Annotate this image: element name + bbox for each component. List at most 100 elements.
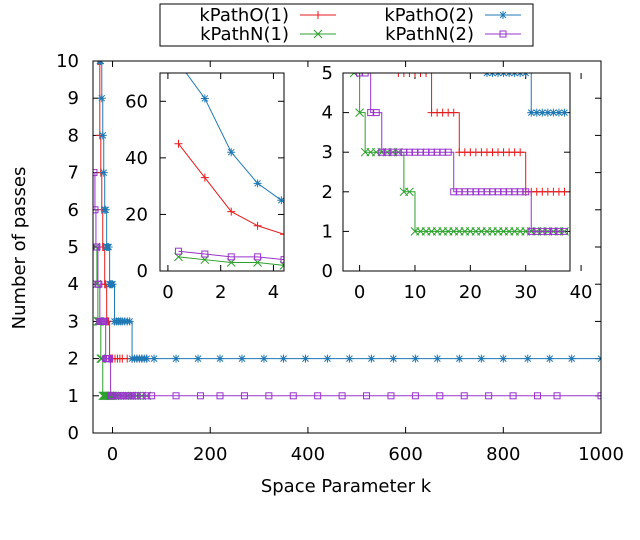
- data-point-kpatho2: [125, 317, 134, 326]
- legend-samples: [300, 11, 521, 39]
- data-point-kpatho2: [301, 354, 310, 363]
- data-point-kpatho2: [538, 108, 547, 117]
- data-point-kpatho2: [216, 354, 224, 363]
- data-point-kpatho2: [104, 243, 113, 251]
- data-point-kpatho2: [560, 108, 569, 117]
- x-tick-label: 40: [570, 282, 593, 303]
- y-tick-label: 0: [137, 261, 148, 282]
- data-point-kpatho2: [237, 354, 246, 363]
- data-point-kpatho2: [108, 280, 117, 289]
- data-point-kpatho1: [200, 173, 209, 182]
- data-point-kpatho2: [323, 354, 332, 363]
- data-point-kpatho2: [172, 55, 180, 63]
- data-point-kpatho2: [97, 94, 106, 103]
- data-point-kpatho2: [523, 354, 532, 363]
- plot-frame: [342, 72, 571, 272]
- data-point-kpatho1: [394, 73, 403, 77]
- data-point-kpathn2: [216, 392, 224, 400]
- data-point-kpathn2: [280, 256, 284, 264]
- data-point-kpatho2: [543, 108, 552, 117]
- data-point-kpatho1: [94, 61, 103, 65]
- data-point-kpathn2: [148, 392, 156, 400]
- data-point-kpatho2: [567, 354, 576, 363]
- data-point-kpathn2: [387, 392, 395, 400]
- y-tick-label: 9: [68, 88, 79, 109]
- data-point-kpatho2: [433, 354, 442, 363]
- data-point-kpatho1: [174, 139, 183, 148]
- data-point-kpatho1: [560, 187, 569, 196]
- y-tick-label: 7: [68, 163, 79, 184]
- data-point-kpathn2: [106, 355, 114, 363]
- data-point-kpatho2: [499, 354, 508, 363]
- data-point-kpathn2: [534, 392, 541, 400]
- data-point-kpatho2: [194, 354, 203, 363]
- data-point-kpatho2: [259, 354, 268, 363]
- legend-marker-kpathn2: [499, 30, 507, 38]
- data-point-kpatho2: [389, 354, 398, 363]
- data-point-kpatho2: [279, 354, 288, 363]
- y-tick-label: 1: [68, 386, 79, 407]
- data-point-kpatho1: [399, 73, 408, 77]
- y-tick-label: 60: [125, 91, 148, 112]
- data-point-kpatho2: [227, 148, 236, 157]
- data-point-kpathn2: [372, 109, 380, 117]
- plot-frame: [159, 72, 285, 272]
- x-tick-label: 0: [354, 282, 365, 303]
- x-axis-label: Space Parameter k: [261, 476, 432, 497]
- data-point-kpathn2: [314, 392, 322, 400]
- legend: kPathO(1) kPathN(1) kPathO(2) kPathN(2): [159, 3, 534, 47]
- data-point-kpatho2: [345, 354, 354, 363]
- data-point-kpatho1: [280, 230, 284, 239]
- data-point-kpathn2: [436, 392, 444, 400]
- data-point-kpathn2: [509, 392, 517, 400]
- data-point-kpatho2: [532, 108, 541, 117]
- data-point-kpathn2: [553, 392, 561, 400]
- y-tick-label: 8: [68, 125, 79, 146]
- data-point-kpatho1: [449, 108, 458, 117]
- x-tick-label: 0: [162, 282, 173, 303]
- data-point-kpathn1: [355, 108, 364, 117]
- data-point-kpathn2: [254, 253, 262, 261]
- x-tick-label: 400: [291, 444, 325, 465]
- data-point-kpathn2: [522, 188, 530, 196]
- legend-label-kpatho1: kPathO(1): [199, 5, 289, 26]
- y-tick-label: 5: [322, 63, 333, 84]
- y-tick-label: 3: [68, 311, 79, 332]
- data-point-kpathn2: [227, 253, 235, 261]
- data-point-kpatho1: [253, 221, 262, 230]
- data-point-kpatho2: [253, 179, 262, 188]
- data-point-kpathn2: [460, 392, 468, 400]
- x-tick-label: 2: [215, 282, 226, 303]
- legend-label-kpathn2: kPathN(2): [385, 24, 474, 45]
- data-point-kpatho2: [200, 94, 209, 103]
- data-point-kpatho2: [455, 354, 464, 363]
- data-point-kpathn2: [363, 392, 371, 400]
- data-point-kpathn2: [444, 148, 452, 156]
- data-point-kpatho1: [227, 207, 236, 216]
- data-point-kpathn2: [240, 392, 248, 400]
- data-point-kpatho2: [98, 131, 107, 140]
- y-tick-label: 10: [56, 51, 79, 72]
- series-line-kpathn2: [93, 172, 601, 397]
- data-point-kpathn2: [265, 392, 273, 400]
- data-point-kpathn2: [138, 392, 146, 400]
- inset-background: [160, 73, 284, 271]
- data-point-kpathn2: [95, 280, 103, 288]
- legend-marker-kpatho2: [499, 11, 507, 19]
- data-point-kpathn2: [361, 73, 369, 77]
- y-tick-label: 0: [68, 423, 79, 444]
- data-point-kpathn2: [485, 392, 493, 400]
- data-point-kpatho2: [554, 108, 563, 117]
- data-point-kpathn2: [411, 392, 419, 400]
- data-point-kpathn2: [338, 392, 346, 400]
- data-point-kpathn2: [174, 247, 182, 255]
- inset-plot-right: 0 10 20 30 40 0 1 2 3 4 5: [322, 63, 593, 303]
- data-point-kpatho2: [545, 354, 554, 363]
- y-tick-label: 2: [322, 182, 333, 203]
- legend-box: [159, 3, 534, 47]
- data-point-kpatho2: [367, 354, 376, 363]
- data-point-kpathn2: [93, 243, 101, 251]
- inset-background: [343, 73, 570, 271]
- y-tick-label: 40: [125, 148, 148, 169]
